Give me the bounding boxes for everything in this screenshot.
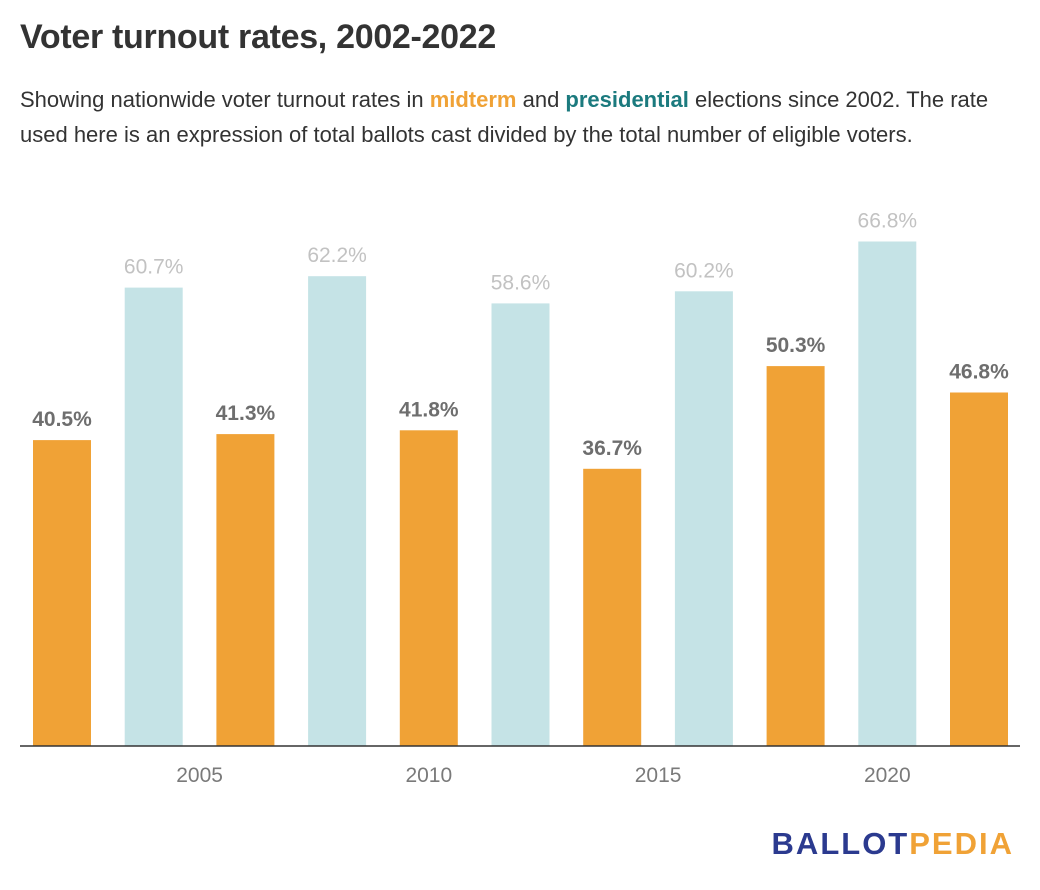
- chart-title: Voter turnout rates, 2002-2022: [20, 18, 496, 56]
- bar-2008-presidential: [308, 276, 367, 746]
- data-label-2016: 60.2%: [674, 259, 734, 282]
- bar-2012-presidential: [491, 303, 550, 746]
- data-label-2020: 66.8%: [858, 210, 918, 233]
- x-tick-label-2010: 2010: [405, 764, 452, 787]
- subtitle-text-end: elections since 2002. The rate used here…: [20, 87, 989, 147]
- bar-2018-midterm: [766, 366, 825, 746]
- data-label-2006: 41.3%: [216, 402, 276, 425]
- bar-2014-midterm: [583, 468, 642, 746]
- subtitle-text-and: and: [516, 87, 566, 112]
- data-label-2004: 60.7%: [124, 256, 184, 279]
- bar-2010-midterm: [399, 430, 458, 746]
- x-tick-label-2015: 2015: [635, 764, 682, 787]
- logo-pedia-text: PEDIA: [909, 826, 1014, 861]
- chart-subtitle: Showing nationwide voter turnout rates i…: [20, 82, 1020, 152]
- bar-2004-presidential: [124, 287, 183, 746]
- data-label-2002: 40.5%: [32, 408, 92, 431]
- data-label-2008: 62.2%: [307, 244, 367, 267]
- data-label-2014: 36.7%: [582, 437, 642, 460]
- subtitle-text-start: Showing nationwide voter turnout rates i…: [20, 87, 430, 112]
- bar-2020-presidential: [858, 241, 917, 746]
- bar-2022-midterm: [950, 392, 1008, 746]
- data-label-2018: 50.3%: [766, 334, 826, 357]
- data-label-2012: 58.6%: [491, 271, 551, 294]
- turnout-bar-chart: 40.5% 60.7% 41.3% 62.2% 41.8% 58.6% 36.7% 60.2%…: [20, 210, 1020, 787]
- bar-2016-presidential: [674, 291, 733, 746]
- midterm-legend-label: midterm: [429, 87, 517, 112]
- x-tick-label-2020: 2020: [864, 764, 911, 787]
- bar-2002-midterm: [33, 440, 91, 746]
- data-label-2022: 46.8%: [949, 361, 1009, 384]
- presidential-legend-label: presidential: [565, 87, 689, 112]
- x-tick-label-2005: 2005: [176, 764, 223, 787]
- data-label-2010: 41.8%: [399, 398, 459, 421]
- ballotpedia-logo: BALLOTPEDIA: [772, 826, 1014, 862]
- logo-ballot-text: BALLOT: [771, 826, 910, 861]
- bar-2006-midterm: [216, 434, 275, 746]
